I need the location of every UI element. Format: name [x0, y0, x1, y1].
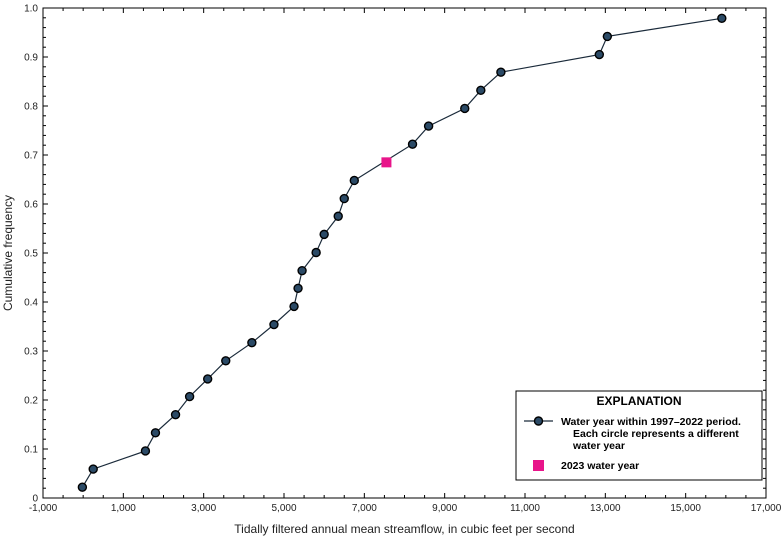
- data-point: [339, 193, 349, 204]
- x-tick-label: 13,000: [590, 503, 621, 514]
- data-point-2023: [381, 157, 392, 168]
- x-tick-label: 11,000: [510, 503, 540, 514]
- data-marks: [77, 13, 727, 492]
- data-point: [407, 139, 418, 149]
- data-point: [423, 121, 434, 131]
- x-axis-title: Tidally filtered annual mean streamflow,…: [234, 522, 574, 536]
- x-axis-ticks: -1,000 1,000 3,000 5,000 7,000 9,000 11,000 13,…: [29, 8, 782, 514]
- data-point: [88, 464, 98, 474]
- data-point: [247, 337, 257, 348]
- x-tick-label: 3,000: [191, 503, 216, 514]
- x-tick-label: -1,000: [29, 503, 58, 514]
- legend-entry-text: water year: [572, 440, 625, 452]
- x-tick-label: 15,000: [670, 503, 701, 514]
- data-point: [496, 67, 506, 77]
- data-point: [594, 49, 605, 60]
- legend-circle-swatch: [533, 416, 544, 426]
- data-point: [602, 31, 613, 42]
- data-point: [319, 229, 329, 240]
- data-point: [140, 446, 151, 456]
- data-point: [476, 85, 486, 96]
- data-point: [460, 103, 470, 114]
- y-tick-label: 0.8: [24, 102, 38, 113]
- data-point: [333, 211, 343, 221]
- data-point: [717, 13, 727, 23]
- data-point: [269, 319, 279, 330]
- legend-entry-text: Water year within 1997–2022 period.: [561, 416, 741, 428]
- y-tick-label: 1.0: [24, 4, 38, 15]
- legend: EXPLANATION Water year within 1997–2022 …: [515, 390, 763, 481]
- y-tick-label: 0.7: [24, 151, 38, 162]
- legend-title: EXPLANATION: [596, 394, 681, 408]
- data-point: [289, 301, 299, 312]
- data-point: [297, 265, 307, 276]
- data-point: [77, 482, 88, 492]
- legend-box: [515, 390, 763, 481]
- data-point: [349, 175, 359, 186]
- legend-entry-text: Each circle represents a different: [573, 428, 739, 440]
- y-tick-label: 0.5: [24, 249, 38, 260]
- legend-square-swatch: [533, 460, 544, 471]
- data-point: [221, 356, 231, 366]
- x-tick-label: 5,000: [271, 503, 296, 514]
- y-tick-label: 0.6: [24, 200, 38, 211]
- data-point: [311, 247, 321, 258]
- legend-entries: Water year within 1997–2022 period.Each …: [524, 416, 741, 472]
- y-axis-ticks: 0 0.1 0.2 0.3 0.4 0.5 0.6 0.7 0.8 0.9 1.0: [24, 4, 766, 505]
- x-tick-label: 9,000: [432, 503, 457, 514]
- y-tick-label: 0.2: [24, 396, 38, 407]
- x-tick-label: 7,000: [352, 503, 377, 514]
- data-point: [170, 410, 181, 420]
- data-point: [293, 283, 303, 293]
- y-tick-label: 0.9: [24, 53, 38, 64]
- x-tick-label: 17,000: [751, 503, 782, 514]
- legend-entry-text: 2023 water year: [561, 460, 639, 472]
- y-axis-title: Cumulative frequency: [1, 195, 15, 311]
- y-tick-label: 0.3: [24, 347, 38, 358]
- y-tick-label: 0: [32, 494, 38, 505]
- data-point: [184, 391, 195, 402]
- data-point: [150, 428, 161, 438]
- y-tick-label: 0.4: [24, 298, 38, 309]
- y-tick-label: 0.1: [24, 445, 38, 456]
- x-tick-label: 1,000: [111, 503, 136, 514]
- data-point: [202, 374, 213, 384]
